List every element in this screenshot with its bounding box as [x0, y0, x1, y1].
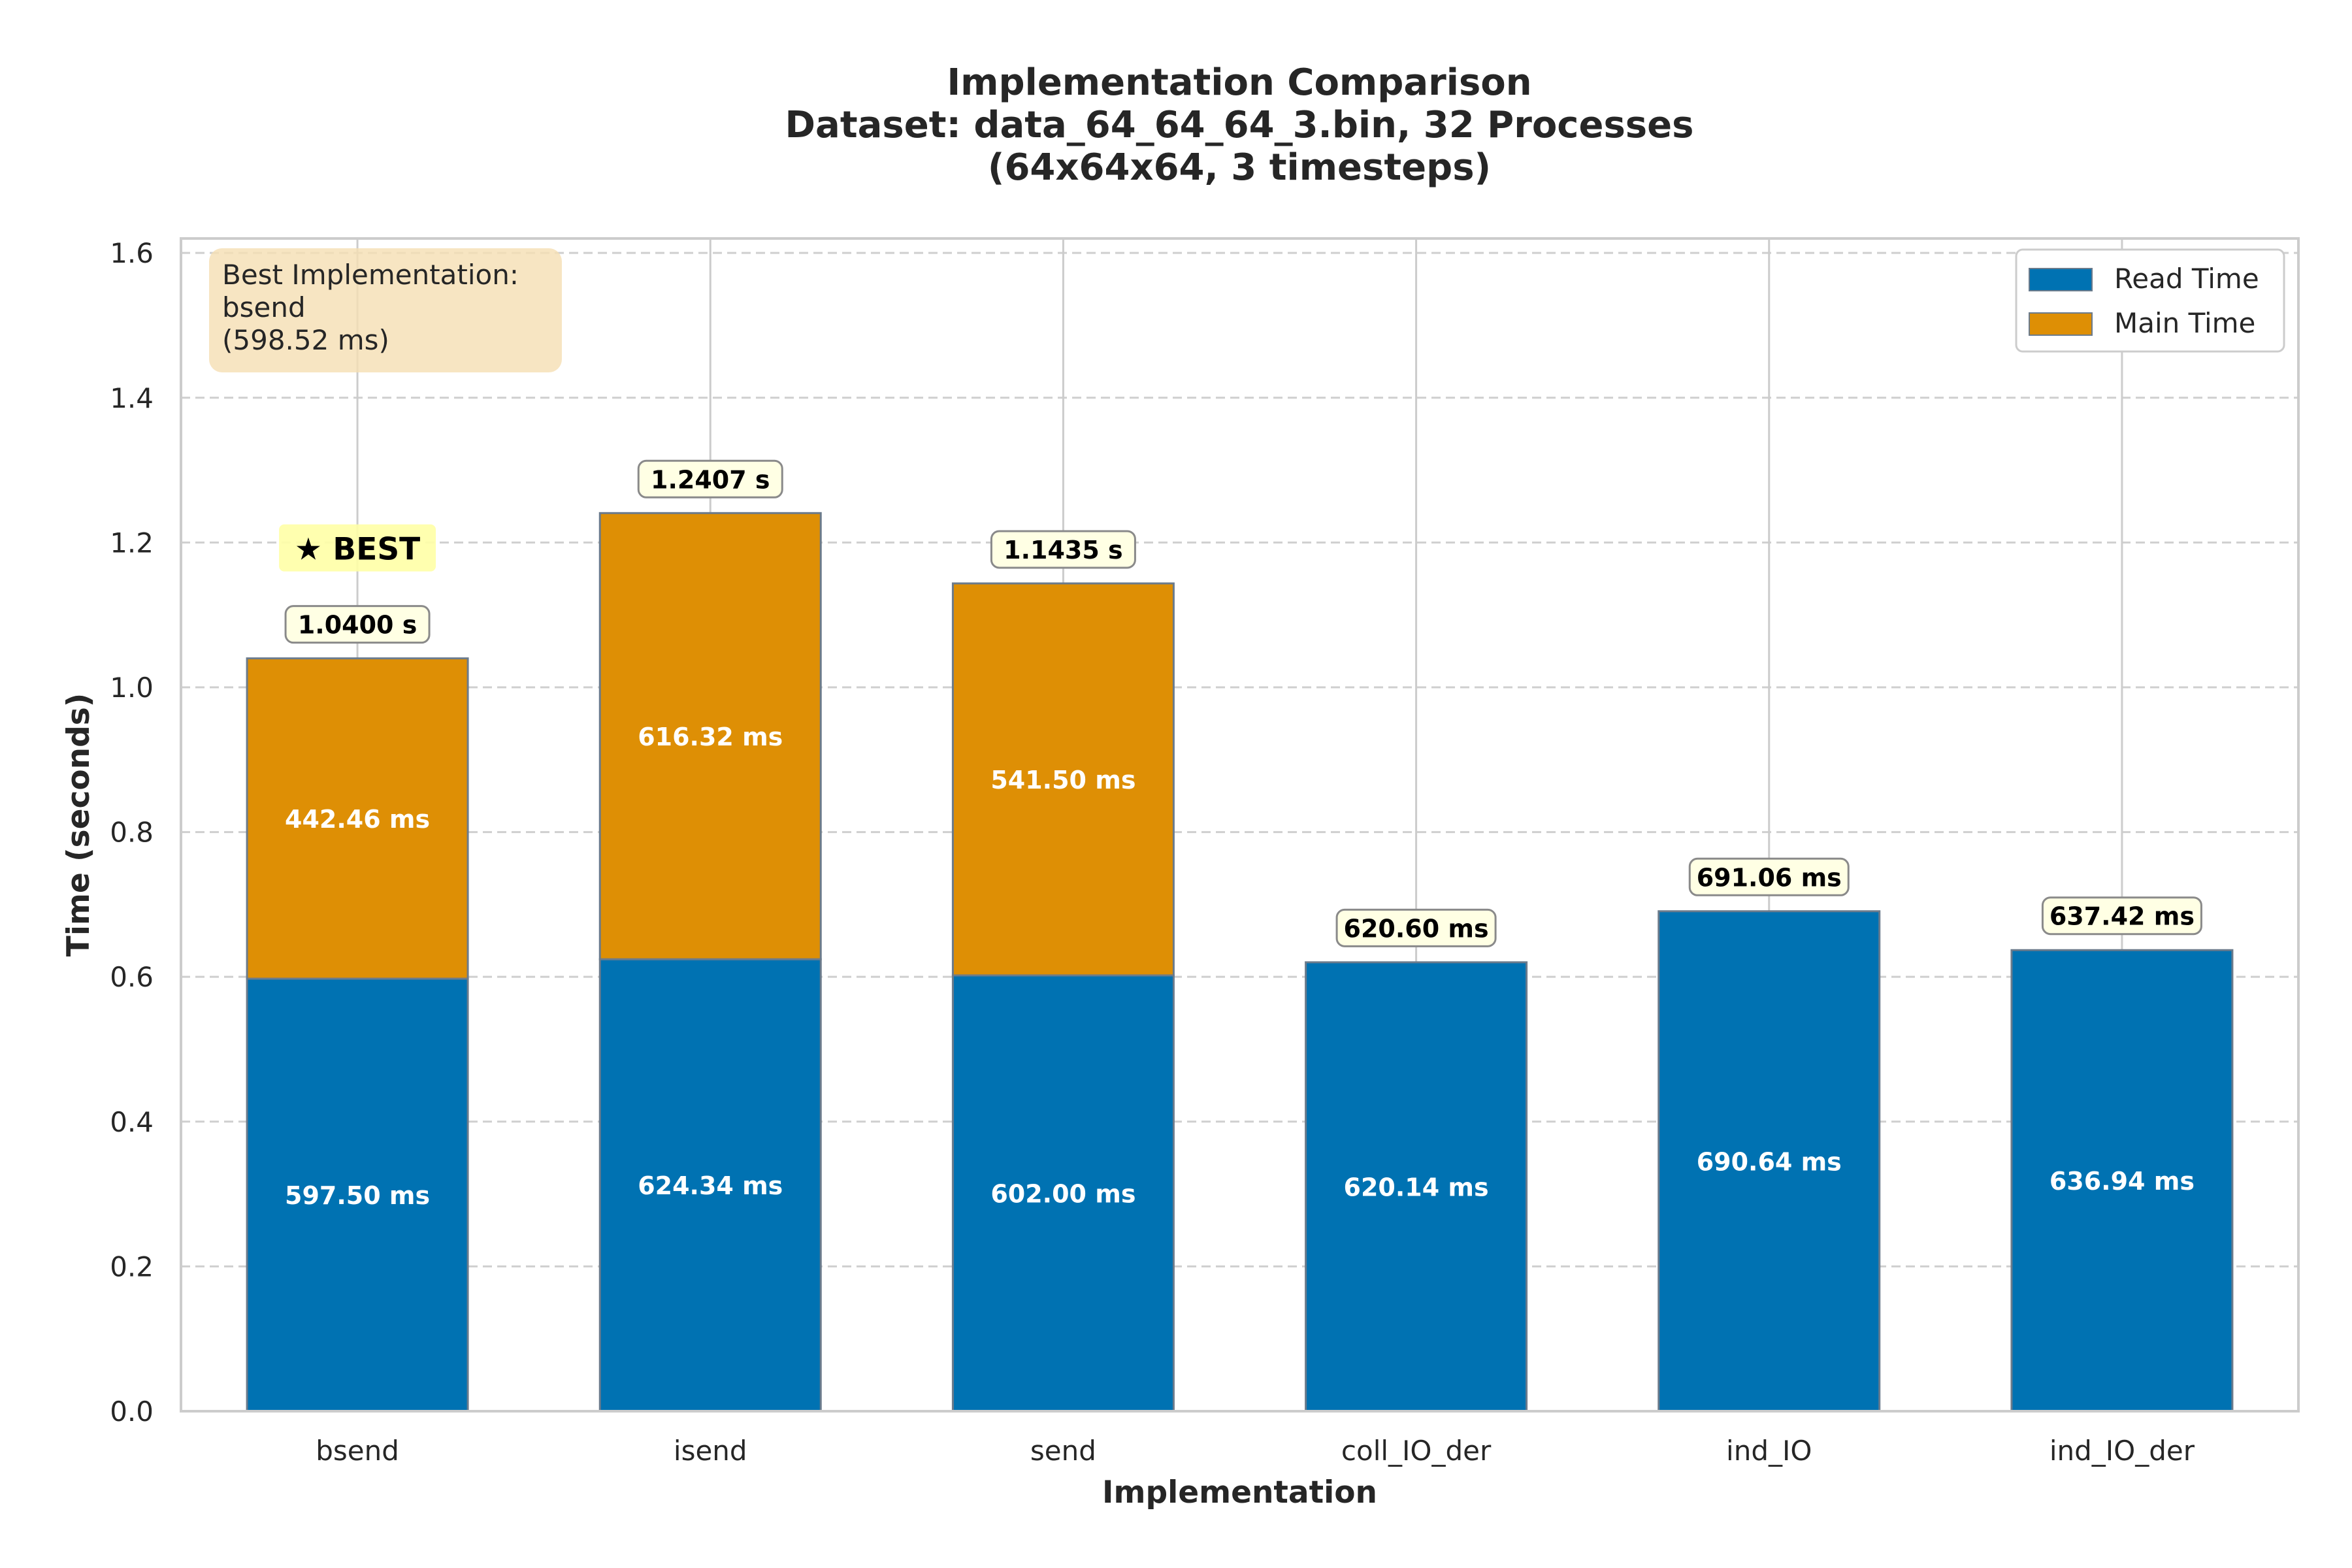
axes: 0.0 0.2 0.4 0.6 0.8 1.0 1.2 1.4 1.6 bsend isend sen… [61, 237, 2300, 1511]
total-label-box [637, 459, 783, 498]
bar-bsend-main-time [246, 657, 469, 980]
chart-title-line: Implementation Comparison [947, 61, 1531, 104]
total-label-box [1335, 908, 1497, 947]
info-box-line: bsend [222, 291, 306, 323]
bar-isend-main-time [598, 512, 822, 960]
y-tick-label: 1.4 [110, 382, 154, 414]
total-value-label: 1.1435 s [1004, 536, 1123, 564]
total-value-label: 1.0400 s [298, 611, 417, 640]
y-tick-label: 1.0 [110, 672, 154, 704]
legend: Read Time Main Time [2015, 248, 2285, 353]
y-tick-label: 0.4 [110, 1106, 154, 1138]
info-box-background [209, 248, 562, 372]
y-tick-label: 1.2 [110, 527, 154, 559]
y-tick-label: 0.8 [110, 817, 154, 849]
best-marker-label: ★ BEST [295, 532, 420, 568]
segment-value-label: 690.64 ms [1697, 1147, 1842, 1176]
bar-labels: 597.50 ms 442.46 ms 1.0400 s 624.34 ms 616.3… [279, 459, 2202, 1210]
bar-send-read-time [951, 974, 1175, 1413]
segment-value-label: 620.14 ms [1344, 1173, 1489, 1201]
bar-send-main-time [951, 582, 1175, 977]
y-tick-label: 0.2 [110, 1250, 154, 1282]
x-tick-label: ind_IO_der [2050, 1435, 2195, 1467]
segment-value-label: 636.94 ms [2050, 1167, 2195, 1196]
segment-value-label: 442.46 ms [285, 805, 430, 834]
y-axis-label: Time (seconds) [61, 693, 97, 956]
segment-value-label: 541.50 ms [990, 766, 1135, 794]
plot-background [181, 238, 2298, 1411]
legend-label: Main Time [2114, 307, 2255, 339]
info-box-line: (598.52 ms) [222, 324, 389, 356]
best-marker-box [279, 524, 436, 572]
bar-ind_IO_der-read-time [2010, 949, 2234, 1413]
chart-title-line: (64x64x64, 3 timesteps) [988, 146, 1491, 189]
y-tick-label: 0.0 [110, 1396, 154, 1428]
y-tick-label: 0.6 [110, 961, 154, 993]
info-box-line: Best Implementation: [222, 259, 519, 291]
best-info-box: Best Implementation:bsend(598.52 ms) [209, 248, 562, 372]
total-value-label: 637.42 ms [2050, 902, 2195, 931]
y-tick-label: 1.6 [110, 237, 154, 269]
x-tick-label: ind_IO [1726, 1435, 1812, 1467]
x-axis-label: Implementation [1102, 1475, 1377, 1511]
total-label-box [990, 530, 1136, 569]
segment-value-label: 602.00 ms [990, 1179, 1135, 1208]
total-value-label: 620.60 ms [1344, 914, 1489, 943]
plot-area [181, 238, 2298, 1411]
bar-isend-read-time [598, 958, 822, 1413]
legend-swatch-read-time [2029, 268, 2093, 291]
x-tick-label: isend [674, 1435, 747, 1467]
legend-swatch-main-time [2029, 312, 2093, 336]
total-value-label: 691.06 ms [1697, 863, 1842, 892]
total-label-box [284, 605, 431, 644]
bar-ind_IO-read-time [1658, 910, 1881, 1413]
bars [246, 512, 2234, 1413]
segment-value-label: 597.50 ms [285, 1181, 430, 1210]
total-value-label: 1.2407 s [651, 465, 770, 494]
segment-value-label: 616.32 ms [638, 723, 783, 751]
segment-value-label: 624.34 ms [638, 1171, 783, 1200]
x-tick-label: send [1030, 1435, 1096, 1467]
x-tick-label: bsend [316, 1435, 399, 1467]
plot-frame [180, 237, 2300, 1413]
legend-label: Read Time [2114, 263, 2259, 295]
total-label-box [2041, 896, 2202, 936]
x-tick-label: coll_IO_der [1341, 1435, 1492, 1467]
chart-title-line: Dataset: data_64_64_64_3.bin, 32 Process… [785, 104, 1694, 146]
total-label-box [1688, 857, 1850, 896]
